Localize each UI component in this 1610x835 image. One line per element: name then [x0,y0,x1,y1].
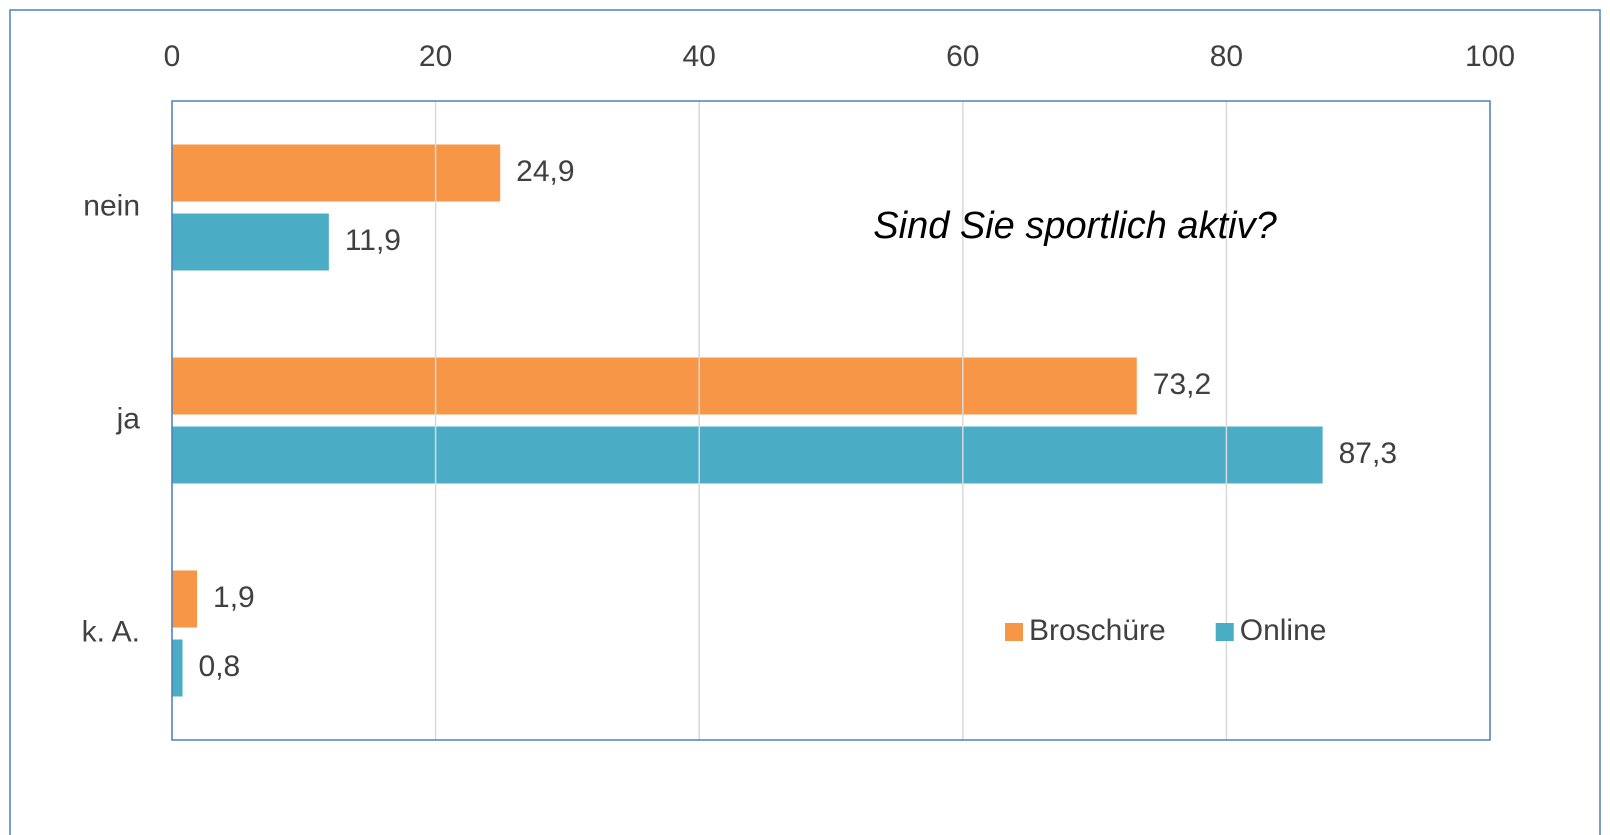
bar [172,144,501,202]
legend-label: Online [1240,614,1327,647]
x-tick-label: 100 [1465,40,1515,73]
bar [172,639,183,697]
data-label: 11,9 [345,224,401,257]
legend-label: Broschüre [1029,614,1166,647]
x-tick-label: 20 [419,40,452,73]
y-tick-label: nein [83,189,140,222]
bar [172,213,329,271]
data-label: 0,8 [199,650,241,683]
data-label: 24,9 [516,155,574,188]
chart-frame [9,9,1601,835]
plot-frame [171,100,1491,741]
legend-swatch [1215,623,1234,641]
bar [172,357,1137,415]
bar [172,570,198,628]
chart-title: Sind Sie sportlich aktiv? [873,205,1277,247]
x-tick-label: 40 [683,40,716,73]
data-label: 87,3 [1339,437,1397,470]
x-tick-label: 60 [946,40,979,73]
x-tick-label: 0 [164,40,181,73]
bar [172,426,1323,484]
x-tick-label: 80 [1210,40,1243,73]
data-label: 73,2 [1153,368,1211,401]
legend-swatch [1005,623,1023,641]
y-tick-label: ja [116,402,141,435]
data-label: 1,9 [213,581,255,614]
y-tick-label: k. A. [82,615,140,648]
